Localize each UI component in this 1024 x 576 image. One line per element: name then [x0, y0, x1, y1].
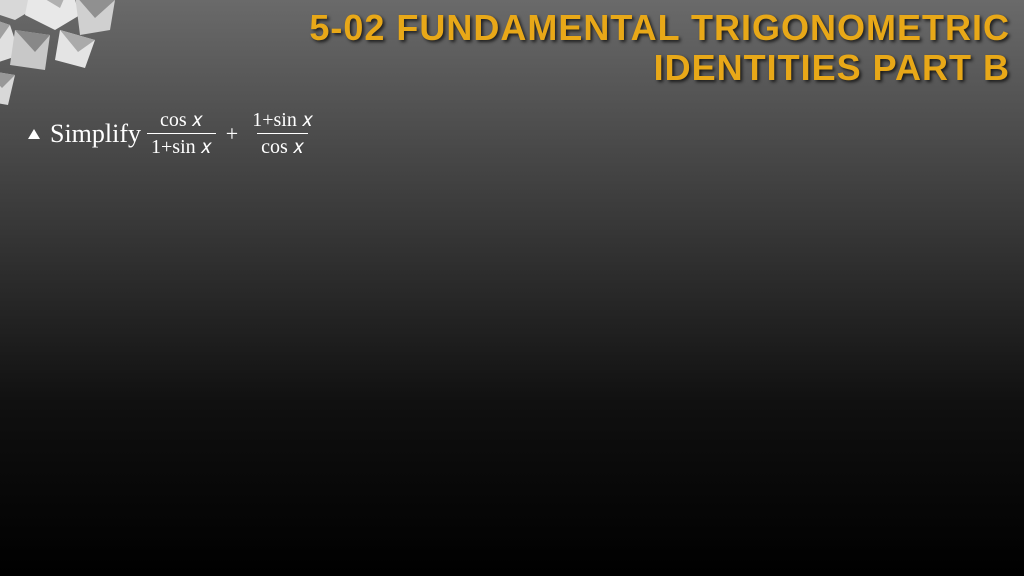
math-expression: cos 𝑥 1+sin 𝑥 + 1+sin 𝑥 cos 𝑥: [147, 108, 317, 159]
simplify-label: Simplify: [50, 119, 141, 149]
plus-operator: +: [224, 121, 240, 147]
fraction-2: 1+sin 𝑥 cos 𝑥: [248, 108, 317, 159]
fraction-1: cos 𝑥 1+sin 𝑥: [147, 108, 216, 159]
fraction-2-numerator: 1+sin 𝑥: [248, 108, 317, 133]
problem-content: Simplify cos 𝑥 1+sin 𝑥 + 1+sin 𝑥 cos 𝑥: [28, 108, 317, 159]
bullet-icon: [28, 129, 40, 139]
fraction-1-denominator: 1+sin 𝑥: [147, 133, 216, 159]
fraction-1-numerator: cos 𝑥: [156, 108, 207, 133]
slide-title: 5-02 Fundamental Trigonometric Identitie…: [160, 8, 1010, 87]
title-line-1: 5-02 Fundamental Trigonometric: [309, 7, 1010, 48]
fraction-2-denominator: cos 𝑥: [257, 133, 308, 159]
title-line-2: Identities Part B: [654, 47, 1010, 88]
